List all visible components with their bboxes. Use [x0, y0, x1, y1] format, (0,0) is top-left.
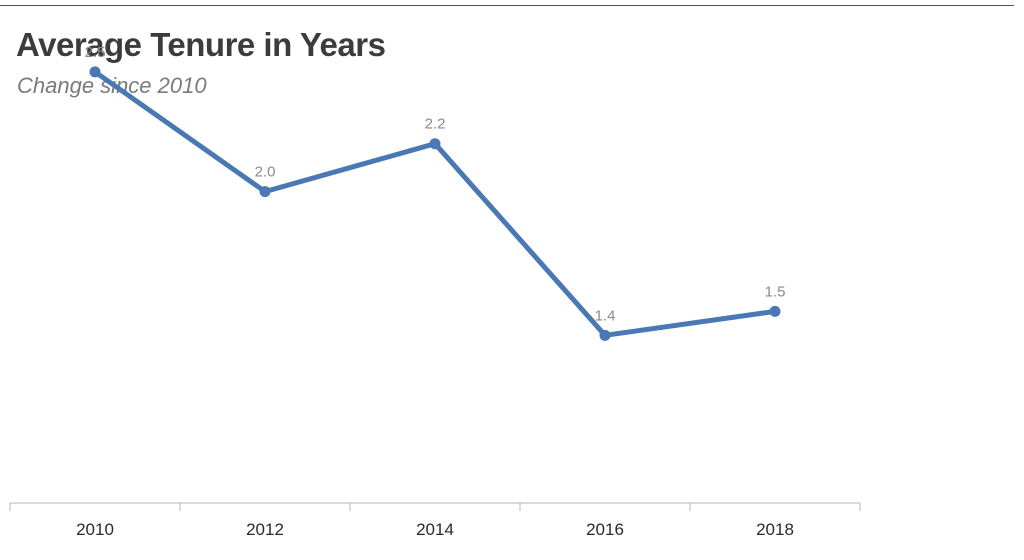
- data-point[interactable]: [89, 66, 101, 78]
- data-label: 2.5: [85, 44, 106, 61]
- x-tick-label: 2016: [586, 520, 624, 539]
- data-label: 1.5: [765, 283, 786, 300]
- data-point[interactable]: [259, 186, 271, 198]
- x-axis: 2010 2012 2014 2016 2018: [9, 502, 861, 539]
- data-point[interactable]: [599, 329, 611, 341]
- x-tick-label: 2014: [416, 520, 454, 539]
- data-point[interactable]: [429, 138, 441, 150]
- series-layer: [89, 66, 781, 341]
- x-tick-label: 2010: [76, 520, 114, 539]
- data-label-layer: 2.5 2.0 2.2 1.4 1.5: [85, 44, 786, 324]
- data-label: 2.2: [425, 116, 446, 133]
- x-tick-label: 2018: [756, 520, 794, 539]
- series-line: [92, 69, 778, 338]
- data-point[interactable]: [769, 305, 781, 317]
- chart-title: Average Tenure in Years: [16, 26, 386, 63]
- data-label: 2.0: [255, 164, 276, 181]
- data-label: 1.4: [595, 307, 616, 324]
- x-tick-label: 2012: [246, 520, 284, 539]
- top-rule: [0, 5, 1014, 6]
